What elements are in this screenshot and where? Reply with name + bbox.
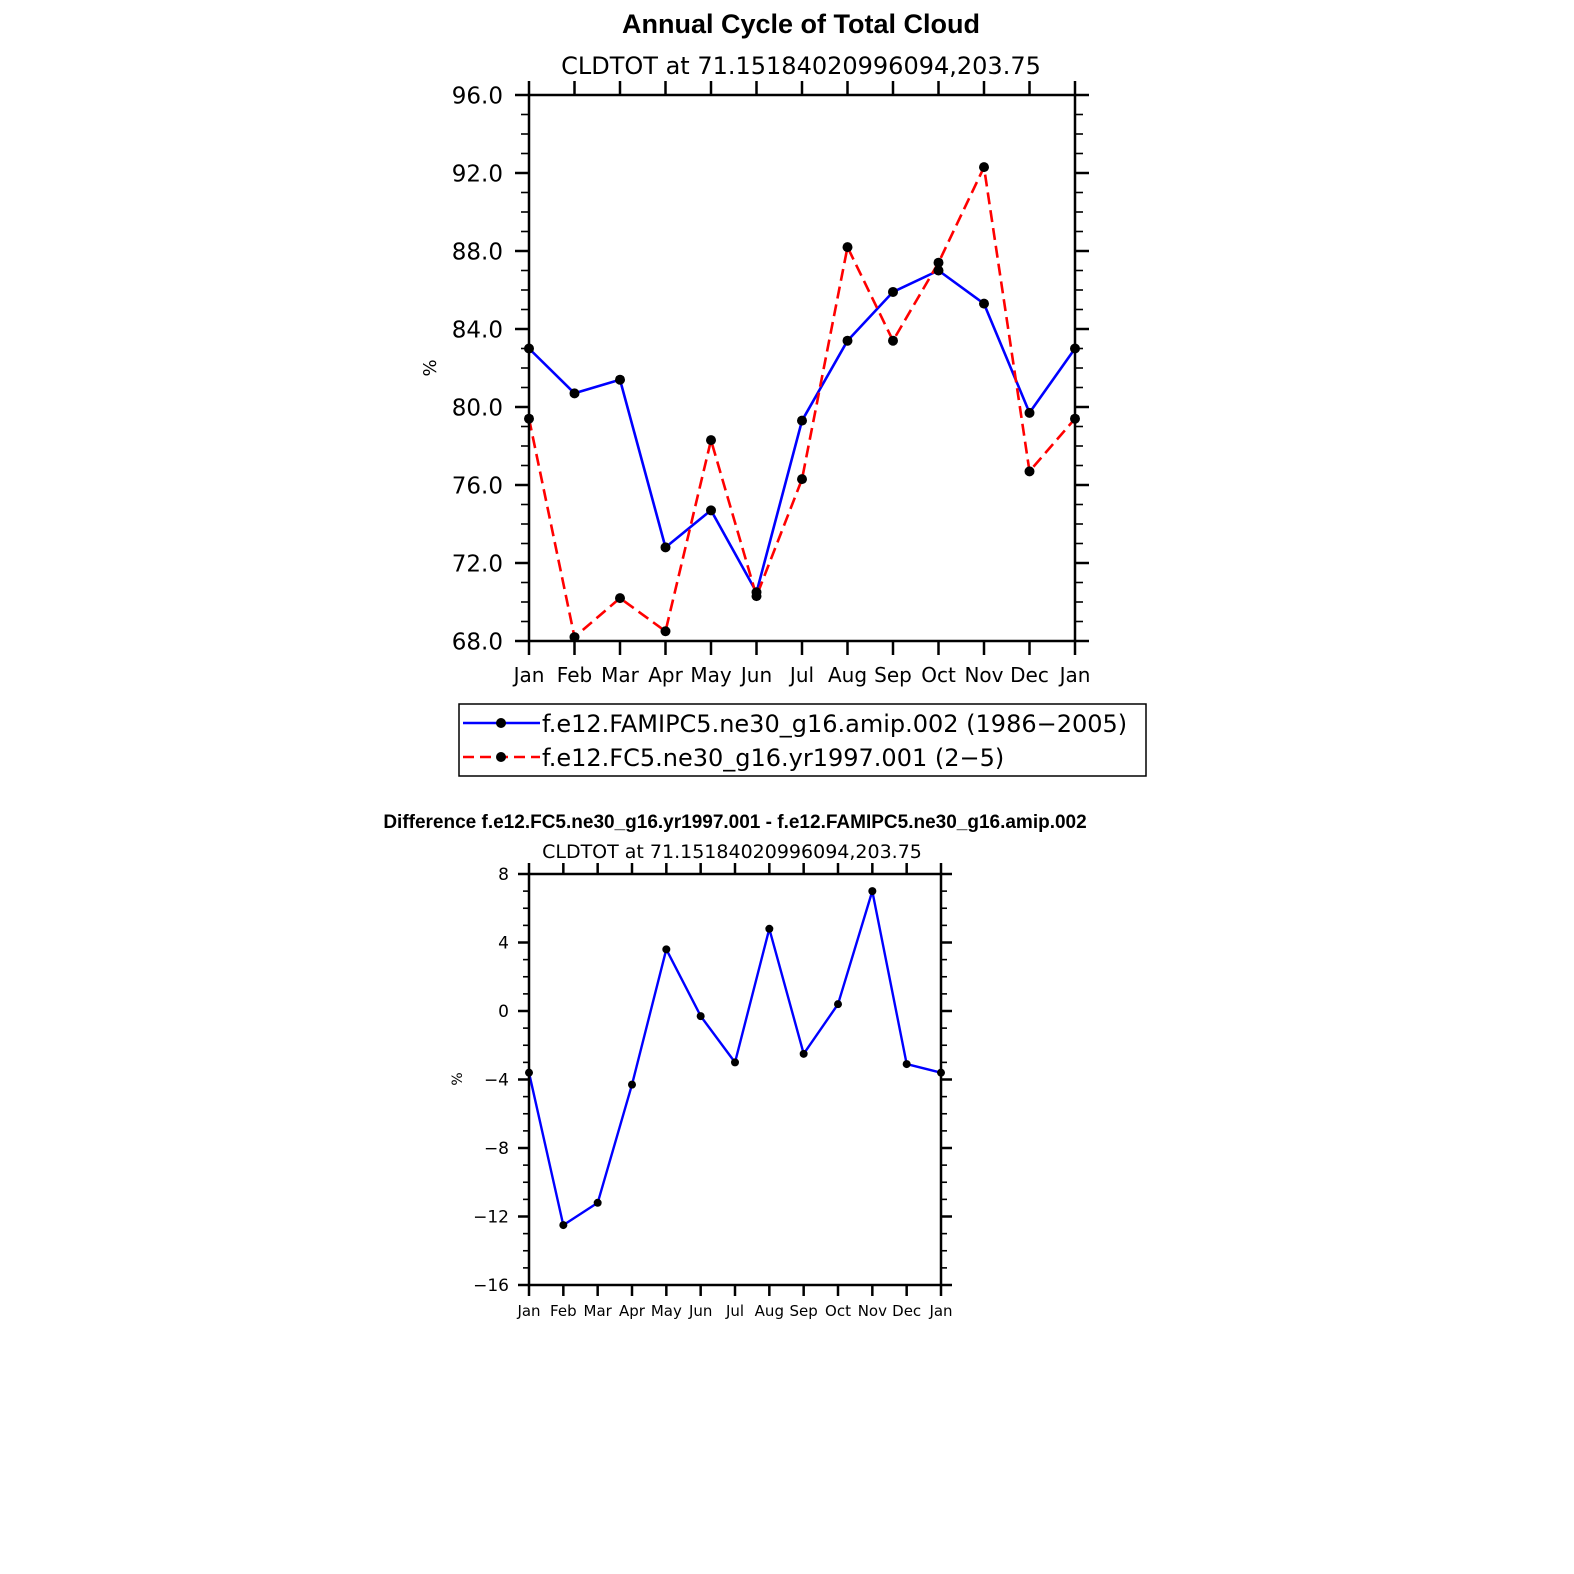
top-series-0-point bbox=[842, 335, 853, 346]
diff-x-tick-label: May bbox=[651, 1302, 682, 1320]
top-y-tick-label: 72.0 bbox=[452, 551, 503, 577]
top-y-tick-label: 92.0 bbox=[452, 161, 503, 187]
top-x-tick-label: Dec bbox=[1010, 663, 1049, 687]
top-x-tick-label: Jun bbox=[739, 663, 772, 687]
top-series-0-point bbox=[1024, 407, 1035, 418]
top-series-1-point bbox=[569, 632, 580, 643]
top-series-0-point bbox=[888, 286, 898, 297]
diff-y-tick-label: 8 bbox=[498, 865, 509, 885]
diff-series-0-point bbox=[834, 1000, 842, 1009]
top-y-tick-label: 88.0 bbox=[452, 239, 503, 265]
top-series-0-point bbox=[797, 415, 807, 426]
annual-cycle-chart: Annual Cycle of Total Cloud CLDTOT at 71… bbox=[420, 9, 1090, 687]
diff-series-0-point bbox=[628, 1080, 636, 1089]
legend-box bbox=[458, 703, 1147, 777]
top-x-tick-label: Jul bbox=[788, 663, 814, 687]
top-y-tick-label: 84.0 bbox=[452, 317, 503, 343]
chart-subtitle: CLDTOT at 71.15184020996094,203.75 bbox=[561, 52, 1041, 80]
diff-series-0-point bbox=[662, 945, 671, 954]
diff-x-tick-label: Mar bbox=[584, 1302, 613, 1320]
diff-series-0-point bbox=[902, 1060, 911, 1069]
top-series-1-point bbox=[888, 335, 898, 346]
top-x-tick-label: Nov bbox=[964, 663, 1003, 687]
diff-x-tick-label: Nov bbox=[858, 1302, 887, 1320]
top-y-tick-label: 80.0 bbox=[452, 395, 503, 421]
top-series-1-point bbox=[979, 162, 989, 173]
diff-y-tick-label: −4 bbox=[484, 1071, 509, 1091]
diff-x-tick-label: Oct bbox=[825, 1302, 851, 1320]
legend-entry-model: f.e12.FAMIPC5.ne30_g16.amip.002 (1986−20… bbox=[463, 710, 1127, 738]
diff-series-0-point bbox=[731, 1058, 739, 1067]
chart-title: Annual Cycle of Total Cloud bbox=[622, 9, 980, 39]
top-x-tick-label: Sep bbox=[874, 663, 912, 687]
diff-y-axis-label: % bbox=[450, 1072, 466, 1085]
diff-series-0-point bbox=[559, 1221, 568, 1230]
top-y-tick-label: 76.0 bbox=[452, 473, 503, 499]
top-x-tick-label: Oct bbox=[921, 663, 956, 687]
diff-series-0-point bbox=[799, 1049, 808, 1058]
diff-chart-subtitle: CLDTOT at 71.15184020996094,203.75 bbox=[542, 841, 922, 863]
top-series-1-point bbox=[797, 474, 807, 485]
legend-marker-red bbox=[496, 752, 506, 762]
diff-y-tick-label: 0 bbox=[498, 1002, 509, 1022]
top-series-1-point bbox=[842, 242, 853, 253]
diff-series-0-point bbox=[593, 1198, 602, 1207]
legend-marker-blue bbox=[496, 718, 506, 728]
diff-x-tick-label: Jul bbox=[725, 1302, 744, 1320]
diff-series-0-point bbox=[765, 924, 774, 933]
top-series-1-point bbox=[1024, 466, 1035, 477]
diff-chart-title: Difference f.e12.FC5.ne30_g16.yr1997.001… bbox=[383, 812, 1086, 833]
legend-label-model: f.e12.FAMIPC5.ne30_g16.amip.002 (1986−20… bbox=[542, 710, 1127, 738]
top-x-tick-label: Jan bbox=[1058, 663, 1091, 687]
diff-x-tick-label: Jan bbox=[516, 1302, 540, 1320]
top-x-tick-label: Aug bbox=[828, 663, 867, 687]
top-series-0-point bbox=[660, 542, 671, 553]
diff-x-tick-label: Jan bbox=[928, 1302, 952, 1320]
diff-plot-frame bbox=[527, 872, 943, 1287]
diff-x-tick-label: Dec bbox=[892, 1302, 921, 1320]
top-series-0-point bbox=[615, 374, 625, 385]
top-series-1-point bbox=[615, 593, 625, 604]
top-x-tick-label: Mar bbox=[601, 663, 640, 687]
top-series-0-point bbox=[706, 505, 716, 516]
top-series-line-1 bbox=[527, 165, 1076, 639]
legend-label-experiment: f.e12.FC5.ne30_g16.yr1997.001 (2−5) bbox=[542, 744, 1004, 772]
legend-entry-experiment: f.e12.FC5.ne30_g16.yr1997.001 (2−5) bbox=[463, 744, 1004, 772]
diff-y-tick-label: −16 bbox=[473, 1276, 509, 1296]
diff-x-tick-label: Feb bbox=[550, 1302, 577, 1320]
top-x-tick-label: May bbox=[690, 663, 732, 687]
diff-series-0-point bbox=[696, 1012, 705, 1021]
diff-x-tick-label: Aug bbox=[755, 1302, 784, 1320]
diff-series-0-point bbox=[868, 887, 877, 896]
top-y-tick-label: 68.0 bbox=[452, 629, 503, 655]
top-series-1-point bbox=[660, 626, 671, 637]
top-x-tick-label: Apr bbox=[648, 663, 683, 687]
diff-x-tick-label: Jun bbox=[688, 1302, 712, 1320]
legend: f.e12.FAMIPC5.ne30_g16.amip.002 (1986−20… bbox=[458, 703, 1147, 777]
top-series-line-0 bbox=[528, 269, 1077, 594]
diff-y-tick-label: −12 bbox=[473, 1208, 509, 1228]
top-x-tick-label: Jan bbox=[512, 663, 545, 687]
diff-x-tick-label: Sep bbox=[790, 1302, 818, 1320]
top-series-0-point bbox=[979, 298, 989, 309]
top-x-tick-label: Feb bbox=[557, 663, 592, 687]
difference-chart: Difference f.e12.FC5.ne30_g16.yr1997.001… bbox=[383, 812, 1086, 1320]
diff-y-tick-label: 4 bbox=[498, 934, 509, 954]
top-series-1-point bbox=[751, 591, 762, 602]
top-series-0-point bbox=[569, 388, 580, 399]
plot-frame bbox=[527, 93, 1077, 643]
y-axis-label: % bbox=[420, 359, 441, 376]
top-series-1-point bbox=[706, 435, 716, 446]
top-y-tick-label: 96.0 bbox=[452, 83, 503, 109]
diff-series-line-0 bbox=[527, 889, 942, 1227]
top-series-1-point bbox=[933, 257, 944, 268]
diff-y-tick-label: −8 bbox=[484, 1139, 509, 1159]
top-series-0-point bbox=[933, 265, 944, 276]
diff-x-tick-label: Apr bbox=[619, 1302, 646, 1320]
